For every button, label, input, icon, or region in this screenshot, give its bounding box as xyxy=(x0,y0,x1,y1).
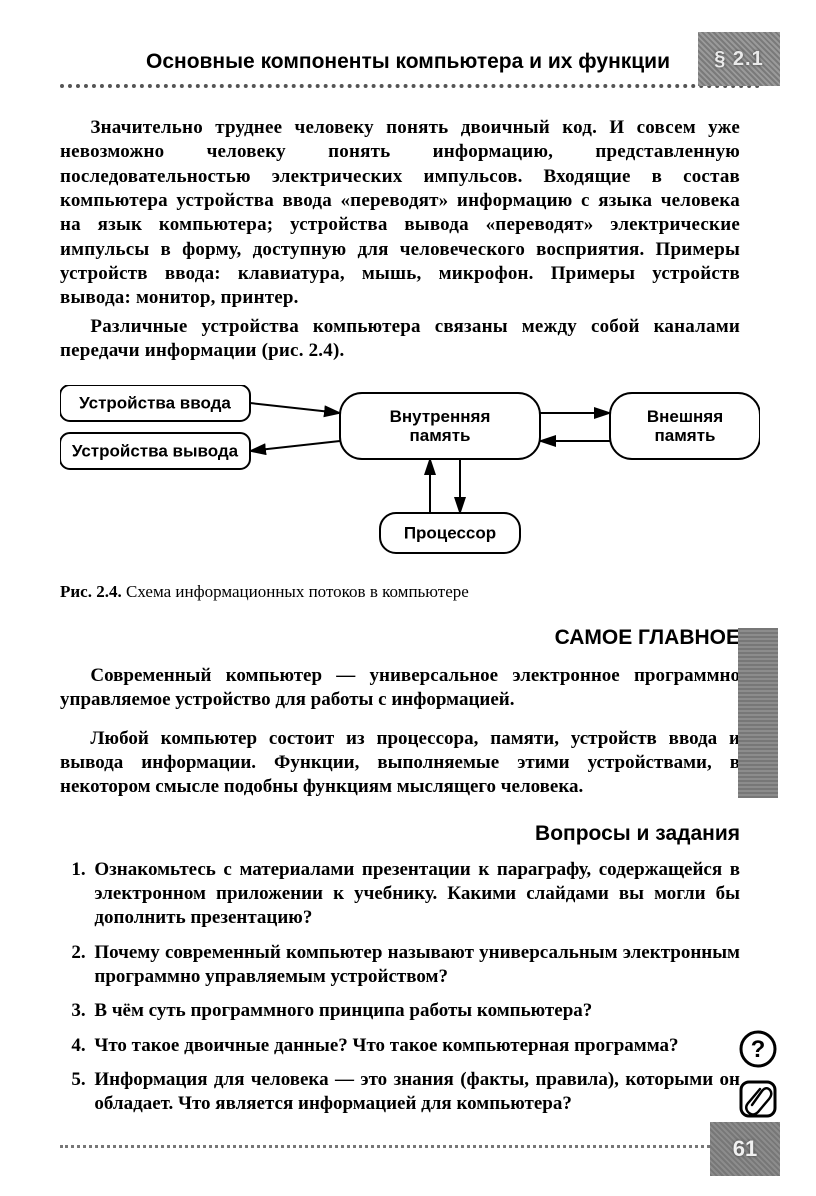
page-number: 61 xyxy=(710,1122,780,1176)
paragraph-1: Значительно труднее человеку понять двои… xyxy=(60,116,740,311)
figure-caption: Рис. 2.4. Схема информационных потоков в… xyxy=(60,582,740,602)
margin-icon-group: ? xyxy=(737,1028,779,1128)
flow-diagram: Устройства ввода Устройства вывода Внутрен… xyxy=(60,385,740,570)
questions-heading: Вопросы и задания xyxy=(60,822,740,846)
svg-text:Внешняя: Внешняя xyxy=(647,407,723,426)
paragraph-2: Различные устройства компьютера связаны … xyxy=(60,315,740,364)
questions-list: Ознакомьтесь с материалами презентации к… xyxy=(60,858,740,1117)
margin-icons: ? xyxy=(734,628,782,1128)
question-item: Что такое двоичные данные? Что такое ком… xyxy=(90,1034,740,1058)
question-item: Почему современный компьютер называют ун… xyxy=(90,941,740,990)
svg-text:память: память xyxy=(410,426,471,445)
page-header: Основные компоненты компьютера и их функ… xyxy=(60,50,760,88)
svg-text:Процессор: Процессор xyxy=(404,524,496,543)
diagram-node-ram: Внутренняяпамять xyxy=(340,393,540,459)
header-rule xyxy=(60,84,760,88)
diagram-edge xyxy=(250,403,340,413)
svg-text:Устройства ввода: Устройства ввода xyxy=(79,394,231,413)
diagram-node-output: Устройства вывода xyxy=(60,433,250,469)
svg-text:Устройства вывода: Устройства вывода xyxy=(72,442,239,461)
section-tag: § 2.1 xyxy=(698,32,780,86)
svg-text:?: ? xyxy=(751,1036,766,1063)
svg-text:Внутренняя: Внутренняя xyxy=(390,407,491,426)
diagram-node-ext: Внешняяпамять xyxy=(610,393,760,459)
diagram-svg: Устройства ввода Устройства вывода Внутрен… xyxy=(60,385,760,565)
footer-rule xyxy=(60,1145,740,1148)
diagram-edge xyxy=(250,441,340,451)
question-item: Ознакомьтесь с материалами презентации к… xyxy=(90,858,740,931)
question-icon: ? xyxy=(737,1028,779,1070)
svg-text:память: память xyxy=(655,426,716,445)
attachment-icon xyxy=(737,1078,779,1120)
summary-p2: Любой компьютер состоит из процессора, п… xyxy=(60,727,740,800)
page: Основные компоненты компьютера и их функ… xyxy=(0,0,816,1196)
summary-p1: Современный компьютер — универсальное эл… xyxy=(60,664,740,713)
page-title: Основные компоненты компьютера и их функ… xyxy=(60,50,760,74)
content-column: Значительно труднее человеку понять двои… xyxy=(60,116,740,1148)
question-item: Информация для человека — это знания (фа… xyxy=(90,1068,740,1117)
diagram-node-cpu: Процессор xyxy=(380,513,520,553)
diagram-node-input: Устройства ввода xyxy=(60,385,250,421)
caption-label: Рис. 2.4. xyxy=(60,582,122,601)
margin-texture-strip xyxy=(738,628,778,798)
caption-text: Схема информационных потоков в компьютер… xyxy=(126,582,469,601)
summary-heading: САМОЕ ГЛАВНОЕ xyxy=(60,626,740,650)
question-item: В чём суть программного принципа работы … xyxy=(90,999,740,1023)
